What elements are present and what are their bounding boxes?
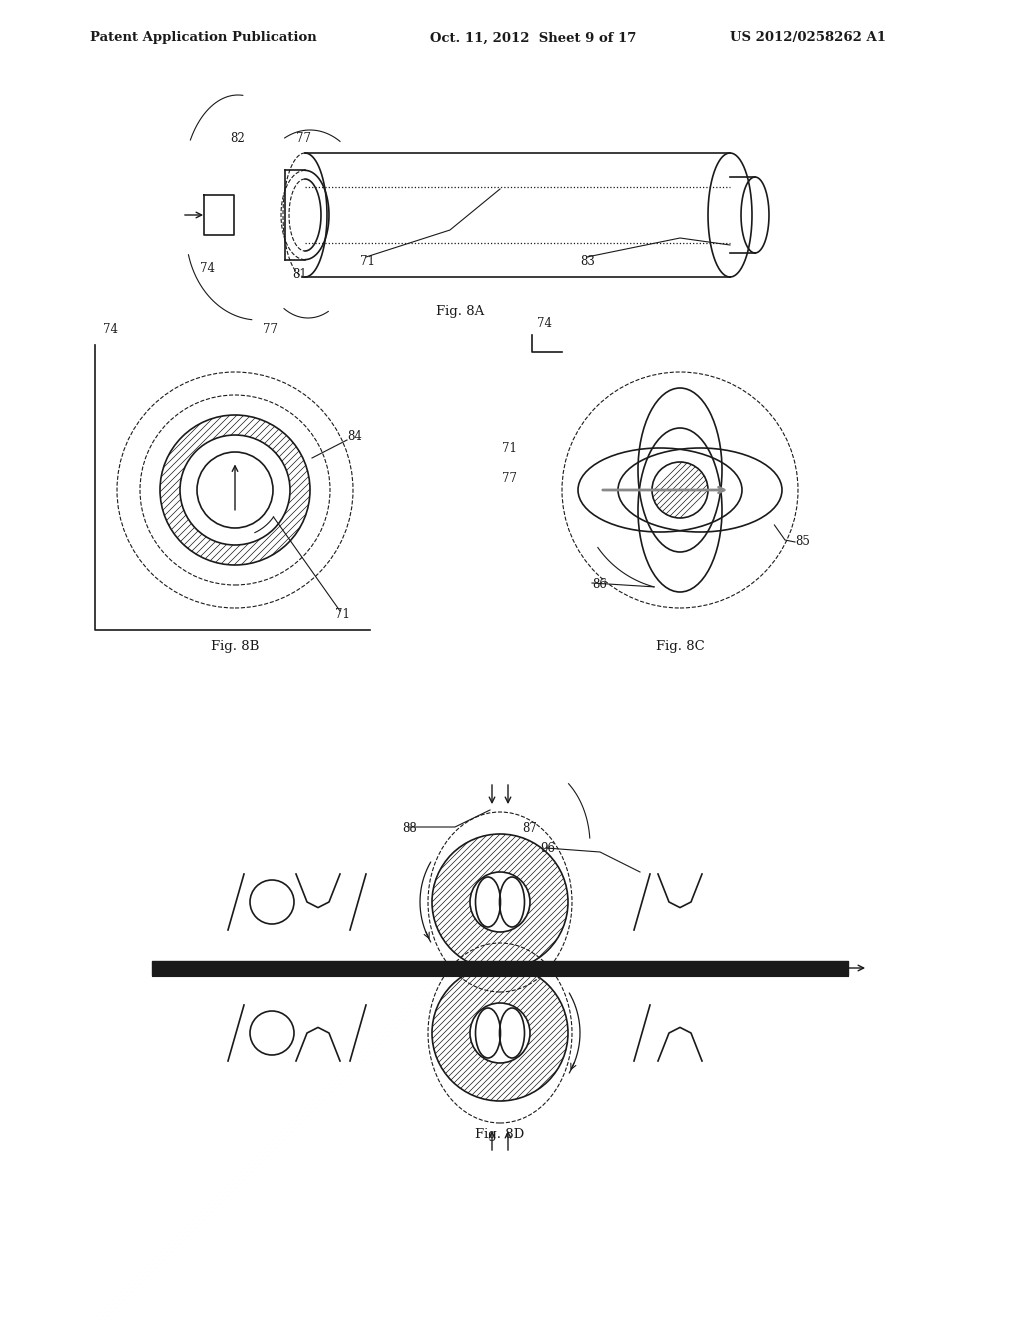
Text: 81: 81 [292, 268, 307, 281]
Text: 83: 83 [580, 255, 595, 268]
Text: 74: 74 [537, 317, 552, 330]
Text: 74: 74 [103, 323, 118, 337]
Text: Fig. 8B: Fig. 8B [211, 640, 259, 653]
Text: 71: 71 [360, 255, 375, 268]
Text: 74: 74 [200, 261, 215, 275]
Text: 77: 77 [502, 473, 517, 484]
Text: 96: 96 [540, 842, 555, 855]
Text: Fig. 8D: Fig. 8D [475, 1129, 524, 1140]
Circle shape [470, 1003, 530, 1063]
Text: Oct. 11, 2012  Sheet 9 of 17: Oct. 11, 2012 Sheet 9 of 17 [430, 32, 636, 45]
Circle shape [470, 873, 530, 932]
Text: 77: 77 [296, 132, 311, 145]
Text: 86: 86 [592, 578, 607, 591]
Text: US 2012/0258262 A1: US 2012/0258262 A1 [730, 32, 886, 45]
Text: 84: 84 [347, 430, 361, 444]
Text: 82: 82 [230, 132, 245, 145]
Text: Fig. 8A: Fig. 8A [436, 305, 484, 318]
Text: 77: 77 [263, 323, 278, 337]
Text: 71: 71 [502, 442, 517, 455]
Text: 88: 88 [402, 822, 417, 836]
Text: 87: 87 [522, 822, 537, 836]
Text: 71: 71 [335, 609, 350, 620]
Text: Patent Application Publication: Patent Application Publication [90, 32, 316, 45]
Text: 85: 85 [795, 535, 810, 548]
Text: Fig. 8C: Fig. 8C [655, 640, 705, 653]
